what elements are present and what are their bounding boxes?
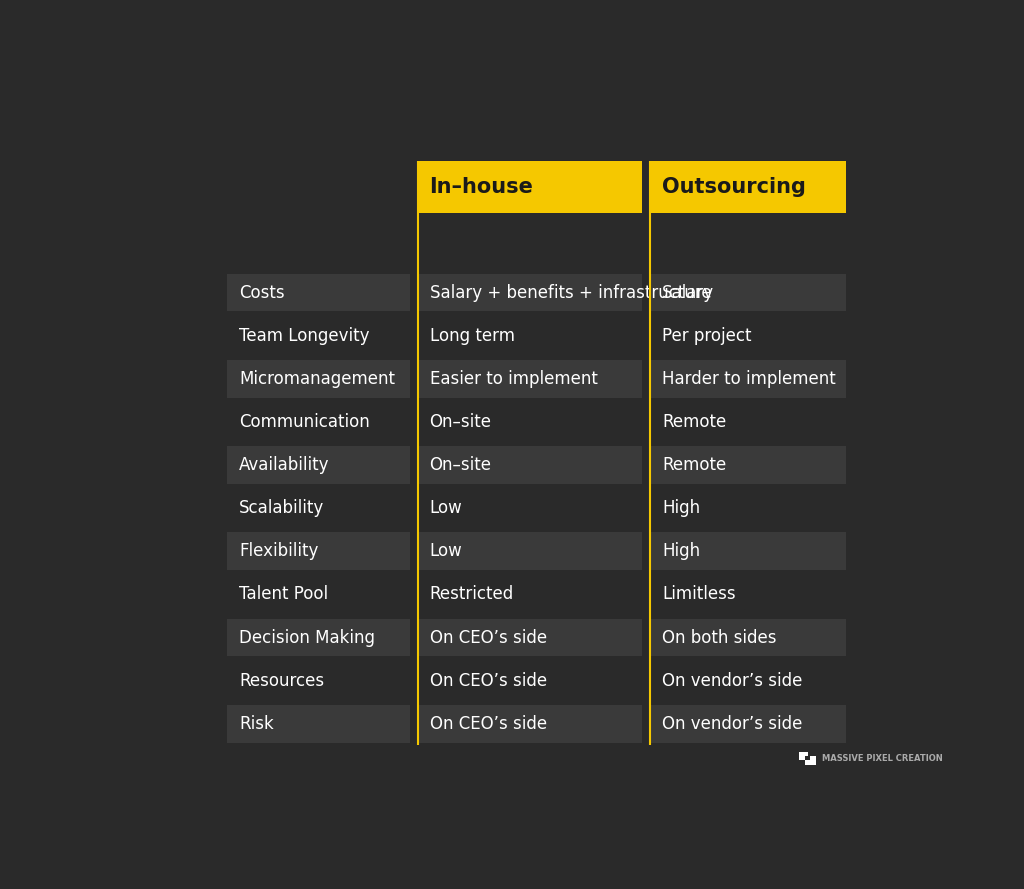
Text: Salary: Salary — [663, 284, 714, 301]
Text: Salary + benefits + infrastructure: Salary + benefits + infrastructure — [430, 284, 712, 301]
Text: Long term: Long term — [430, 326, 515, 345]
Text: Communication: Communication — [240, 412, 370, 431]
Text: Costs: Costs — [240, 284, 285, 301]
Text: Outsourcing: Outsourcing — [663, 177, 806, 197]
FancyBboxPatch shape — [650, 661, 846, 700]
FancyBboxPatch shape — [227, 274, 410, 311]
Text: Decision Making: Decision Making — [240, 629, 375, 646]
Text: Harder to implement: Harder to implement — [663, 370, 836, 388]
FancyBboxPatch shape — [227, 619, 410, 656]
Text: On vendor’s side: On vendor’s side — [663, 715, 803, 733]
FancyBboxPatch shape — [418, 705, 642, 742]
Text: Remote: Remote — [663, 412, 726, 431]
Text: High: High — [663, 499, 700, 517]
FancyBboxPatch shape — [418, 403, 642, 441]
FancyBboxPatch shape — [227, 575, 410, 613]
FancyBboxPatch shape — [418, 274, 642, 311]
FancyBboxPatch shape — [227, 446, 410, 484]
FancyBboxPatch shape — [650, 274, 846, 311]
FancyBboxPatch shape — [650, 446, 846, 484]
Text: Talent Pool: Talent Pool — [240, 586, 329, 604]
Text: On vendor’s side: On vendor’s side — [663, 672, 803, 690]
Text: Scalability: Scalability — [240, 499, 325, 517]
FancyBboxPatch shape — [418, 316, 642, 355]
Text: On CEO’s side: On CEO’s side — [430, 672, 547, 690]
FancyBboxPatch shape — [418, 533, 642, 570]
Text: Resources: Resources — [240, 672, 325, 690]
Text: Low: Low — [430, 499, 462, 517]
FancyBboxPatch shape — [418, 446, 642, 484]
Text: On–site: On–site — [430, 412, 492, 431]
Text: MASSIVE PIXEL CREATION: MASSIVE PIXEL CREATION — [822, 754, 943, 763]
FancyBboxPatch shape — [418, 489, 642, 527]
FancyBboxPatch shape — [650, 162, 846, 212]
FancyBboxPatch shape — [650, 403, 846, 441]
FancyBboxPatch shape — [418, 619, 642, 656]
FancyBboxPatch shape — [650, 360, 846, 397]
FancyBboxPatch shape — [650, 316, 846, 355]
FancyBboxPatch shape — [650, 489, 846, 527]
FancyBboxPatch shape — [227, 705, 410, 742]
FancyBboxPatch shape — [227, 533, 410, 570]
FancyBboxPatch shape — [418, 575, 642, 613]
FancyBboxPatch shape — [650, 575, 846, 613]
FancyBboxPatch shape — [418, 360, 642, 397]
FancyBboxPatch shape — [227, 403, 410, 441]
Text: High: High — [663, 542, 700, 560]
Text: Easier to implement: Easier to implement — [430, 370, 597, 388]
Text: Restricted: Restricted — [430, 586, 514, 604]
FancyBboxPatch shape — [650, 533, 846, 570]
Text: Risk: Risk — [240, 715, 273, 733]
FancyBboxPatch shape — [805, 757, 810, 760]
FancyBboxPatch shape — [418, 661, 642, 700]
FancyBboxPatch shape — [227, 316, 410, 355]
Text: Availability: Availability — [240, 456, 330, 474]
FancyBboxPatch shape — [805, 757, 816, 765]
Text: Limitless: Limitless — [663, 586, 735, 604]
Text: In–house: In–house — [430, 177, 534, 197]
Text: On–site: On–site — [430, 456, 492, 474]
FancyBboxPatch shape — [227, 360, 410, 397]
FancyBboxPatch shape — [799, 751, 808, 760]
FancyBboxPatch shape — [227, 489, 410, 527]
Text: Micromanagement: Micromanagement — [240, 370, 395, 388]
FancyBboxPatch shape — [650, 619, 846, 656]
FancyBboxPatch shape — [227, 661, 410, 700]
FancyBboxPatch shape — [418, 162, 642, 212]
Text: On CEO’s side: On CEO’s side — [430, 629, 547, 646]
Text: Team Longevity: Team Longevity — [240, 326, 370, 345]
Text: Low: Low — [430, 542, 462, 560]
Text: Flexibility: Flexibility — [240, 542, 318, 560]
Text: Per project: Per project — [663, 326, 752, 345]
Text: On both sides: On both sides — [663, 629, 776, 646]
Text: Remote: Remote — [663, 456, 726, 474]
FancyBboxPatch shape — [650, 705, 846, 742]
Text: On CEO’s side: On CEO’s side — [430, 715, 547, 733]
